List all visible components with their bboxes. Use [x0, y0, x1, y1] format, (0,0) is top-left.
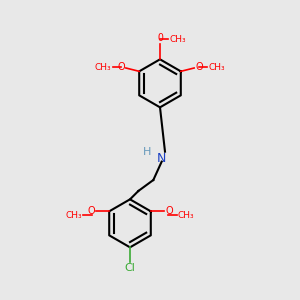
- Text: CH₃: CH₃: [95, 63, 112, 72]
- Text: O: O: [87, 206, 95, 216]
- Text: O: O: [117, 62, 125, 72]
- Text: CH₃: CH₃: [208, 63, 225, 72]
- Text: O: O: [157, 33, 163, 43]
- Text: H: H: [142, 147, 151, 157]
- Text: O: O: [165, 206, 173, 216]
- Text: CH₃: CH₃: [169, 35, 186, 44]
- Text: O: O: [195, 62, 203, 72]
- Text: Cl: Cl: [124, 263, 135, 273]
- Text: N: N: [157, 152, 166, 165]
- Text: CH₃: CH₃: [178, 211, 194, 220]
- Text: CH₃: CH₃: [66, 211, 82, 220]
